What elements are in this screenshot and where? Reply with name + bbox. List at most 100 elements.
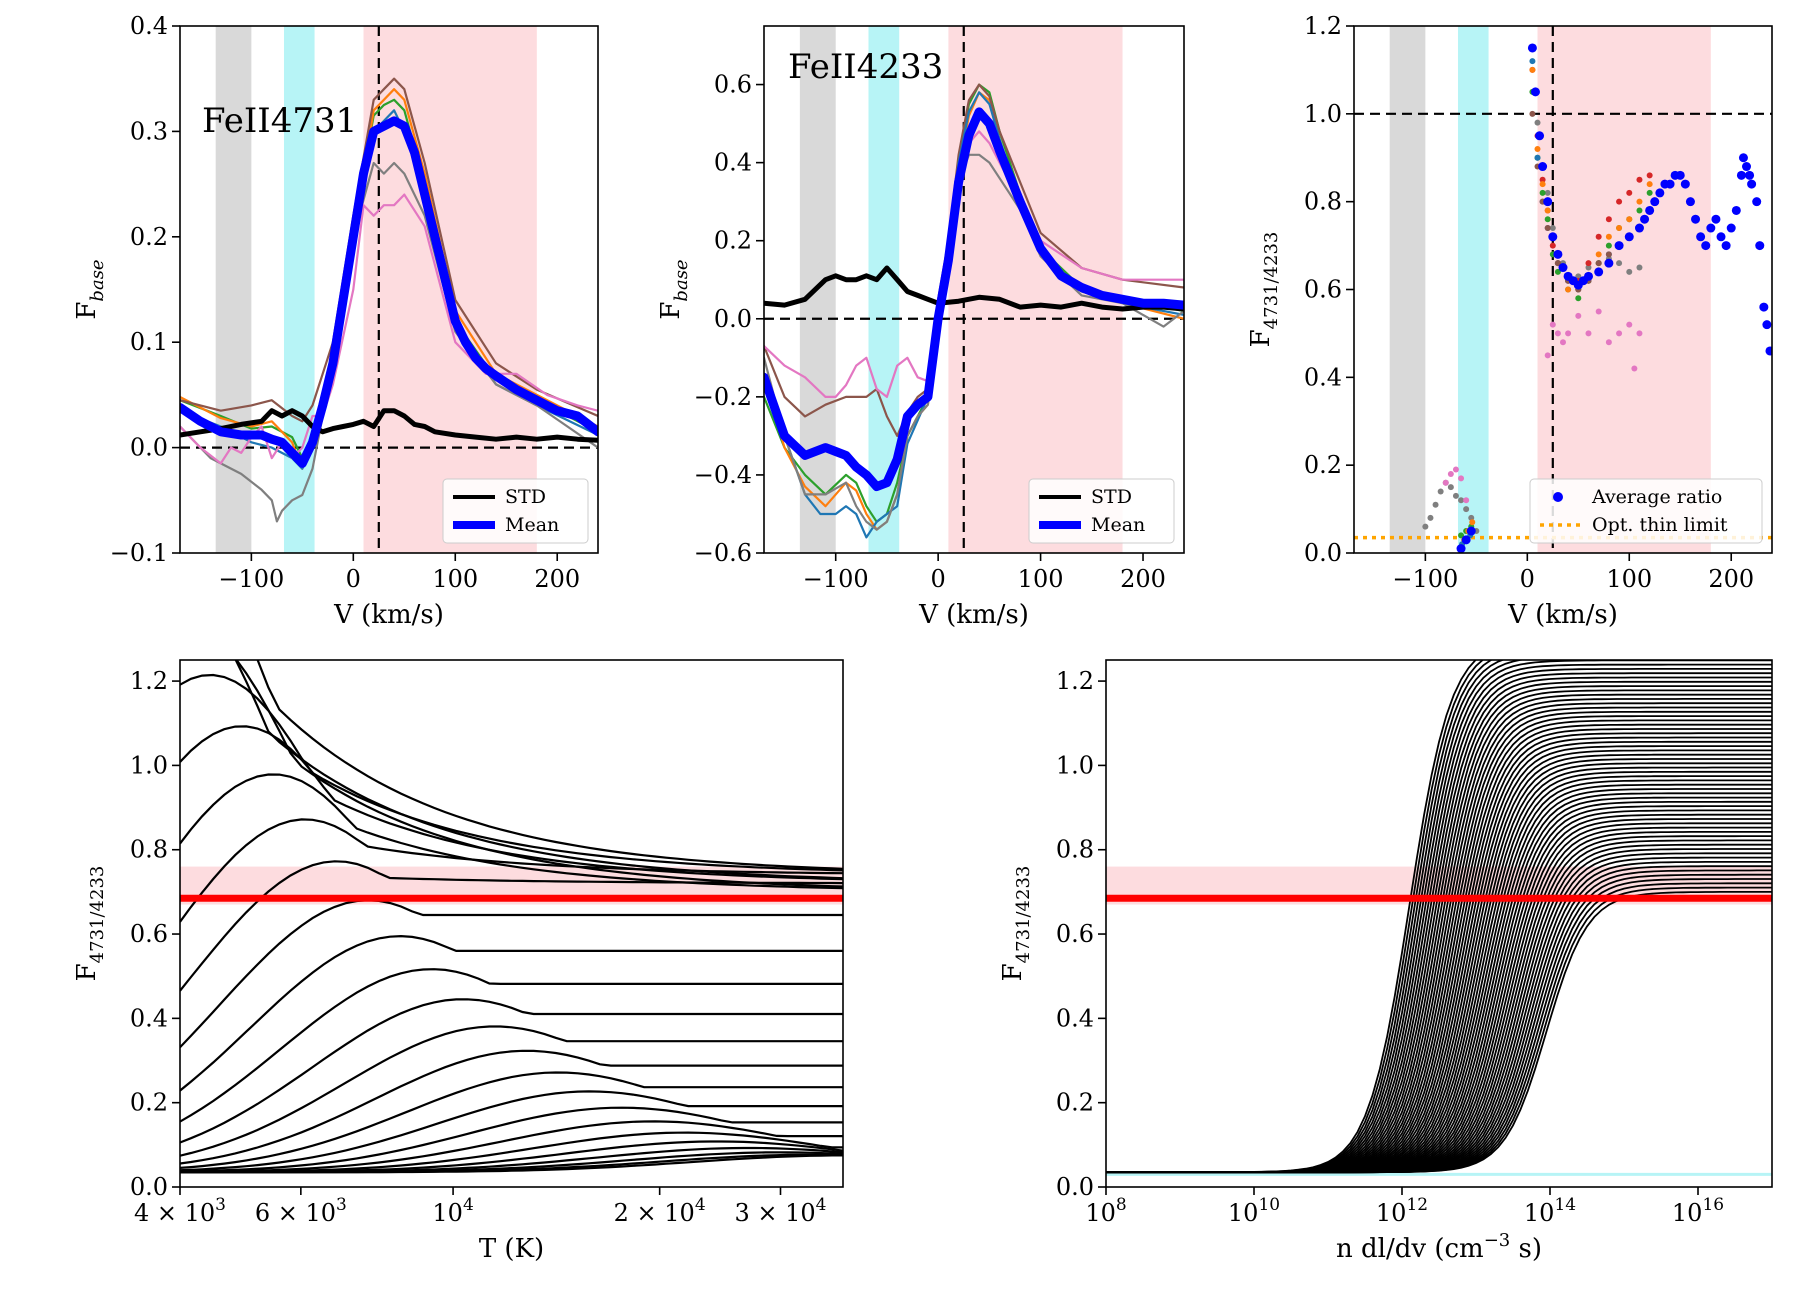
model-curve <box>180 1090 843 1172</box>
scatter-point-obs-gray <box>1549 225 1556 232</box>
x-tick-label: 200 <box>1708 565 1754 593</box>
velocity-band <box>1457 26 1489 553</box>
y-tick-label: 0.4 <box>1304 363 1342 391</box>
scatter-point-obs-brown <box>1529 110 1536 117</box>
y-tick-label: −0.1 <box>110 539 168 567</box>
scatter-point-obs-brown <box>1595 260 1602 267</box>
velocity-band <box>1537 26 1711 553</box>
y-tick-label: 0.0 <box>1056 1173 1094 1201</box>
scatter-point-obs-gray <box>1447 484 1454 491</box>
scatter-point-obs-pink <box>1636 330 1643 337</box>
scatter-point-average-ratio <box>1711 214 1721 224</box>
y-axis-label: Fbase <box>72 259 108 319</box>
scatter-point-obs-pink <box>1560 339 1566 346</box>
x-tick-label: 0 <box>1520 565 1535 593</box>
y-tick-label: 1.0 <box>130 751 168 779</box>
legend: STD Mean <box>442 478 589 544</box>
scatter-point-average-ratio <box>1675 170 1685 180</box>
scatter-point-obs-gray <box>1432 501 1439 508</box>
scatter-point-average-ratio <box>1765 346 1772 356</box>
scatter-point-average-ratio <box>1456 544 1466 553</box>
legend-swatch <box>1553 492 1563 502</box>
y-tick-label: 0.2 <box>130 223 168 251</box>
scatter-point-obs-pink <box>1544 352 1551 359</box>
scatter-point-obs-brown <box>1544 225 1551 232</box>
scatter-point-average-ratio <box>1624 232 1634 242</box>
scatter-point-obs-orange <box>1544 207 1551 214</box>
scatter-point-obs-pink <box>1554 330 1561 337</box>
scatter-point-obs-pink <box>1565 330 1572 337</box>
y-tick-label: 0.4 <box>1056 1004 1094 1032</box>
scatter-point-obs-orange <box>1469 519 1476 526</box>
panel-p2: −0.6 −0.4 −0.2 0.0 0.2 0.4 0.6 −100 0 100 200 V (km… <box>656 25 1185 630</box>
x-tick-label: 1010 <box>1228 1195 1280 1227</box>
axes-frame <box>179 659 844 1188</box>
series-mean <box>764 107 1184 492</box>
series-std <box>180 408 598 443</box>
scatter-point-obs-gray <box>1585 264 1592 271</box>
scatter-point-obs-green <box>1544 216 1551 223</box>
scatter-point-obs-orange <box>1529 66 1536 73</box>
model-curve <box>235 660 843 888</box>
model-curve <box>180 1071 843 1169</box>
x-axis-label: V (km/s) <box>1507 600 1618 630</box>
plot-area <box>1354 26 1772 553</box>
scatter-point-obs-gray <box>1636 264 1643 271</box>
legend: STD Mean <box>1028 478 1175 544</box>
scatter-point-average-ratio <box>1530 87 1540 97</box>
scatter-point-average-ratio <box>1535 131 1545 141</box>
scatter-point-obs-brown <box>1554 260 1561 267</box>
scatter-point-average-ratio <box>1634 223 1644 233</box>
scatter-point-obs-pink <box>1626 321 1633 328</box>
model-curve <box>180 818 843 923</box>
x-axis-label: V (km/s) <box>918 600 1029 630</box>
scatter-point-obs-red <box>1585 260 1592 267</box>
scatter-point-obs-pink <box>1549 321 1556 328</box>
scatter-point-average-ratio <box>1747 179 1757 189</box>
scatter-point-average-ratio <box>1762 320 1772 330</box>
scatter-point-average-ratio <box>1466 526 1476 536</box>
scatter-point-average-ratio <box>1691 214 1701 224</box>
scatter-point-obs-orange <box>1626 216 1633 223</box>
x-axis-label: V (km/s) <box>333 600 444 630</box>
y-tick-label: 0.6 <box>1304 276 1342 304</box>
scatter-point-obs-red <box>1549 242 1556 249</box>
scatter-point-average-ratio <box>1731 205 1741 215</box>
scatter-point-obs-red <box>1605 216 1612 223</box>
scatter-point-obs-gray <box>1458 497 1465 504</box>
scatter-point-average-ratio <box>1553 249 1563 259</box>
scatter-point-obs-orange <box>1595 251 1602 258</box>
scatter-point-average-ratio <box>1461 535 1471 545</box>
scatter-point-average-ratio <box>1755 241 1765 251</box>
y-tick-label: 0.6 <box>714 71 752 99</box>
scatter-point-average-ratio <box>1527 43 1537 53</box>
scatter-point-average-ratio <box>1706 223 1716 233</box>
scatter-point-average-ratio <box>1538 162 1548 172</box>
scatter-point-average-ratio <box>1701 241 1711 251</box>
panel-title: FeII4731 <box>202 101 357 141</box>
x-axis-label: n dl/dv (cm−3 s) <box>1336 1230 1542 1264</box>
y-tick-label: −0.6 <box>694 539 752 567</box>
y-tick-label: 0.2 <box>1304 451 1342 479</box>
y-tick-label: 0.6 <box>1056 920 1094 948</box>
scatter-point-obs-gray <box>1463 506 1470 513</box>
scatter-point-obs-green <box>1458 532 1465 539</box>
scatter-point-obs-pink <box>1442 479 1449 486</box>
x-tick-label: 1012 <box>1376 1195 1428 1227</box>
legend-label: STD <box>1091 486 1132 508</box>
y-tick-label: 1.0 <box>1304 100 1342 128</box>
model-curve <box>180 1106 843 1173</box>
x-tick-label: 108 <box>1085 1195 1126 1227</box>
model-curve <box>1106 891 1772 1174</box>
scatter-point-obs-pink <box>1631 365 1638 372</box>
scatter-point-obs-pink <box>1595 308 1602 315</box>
x-tick-label: −100 <box>218 565 284 593</box>
scatter-point-obs-gray <box>1616 260 1623 267</box>
x-tick-label: −100 <box>1392 565 1458 593</box>
scatter-point-obs-orange <box>1565 286 1572 293</box>
scatter-point-average-ratio <box>1583 271 1593 281</box>
x-tick-label: 6 × 103 <box>255 1195 347 1227</box>
y-tick-label: 1.2 <box>1056 667 1094 695</box>
scatter-point-obs-gray <box>1626 268 1633 275</box>
scatter-point-obs-red <box>1636 176 1643 183</box>
